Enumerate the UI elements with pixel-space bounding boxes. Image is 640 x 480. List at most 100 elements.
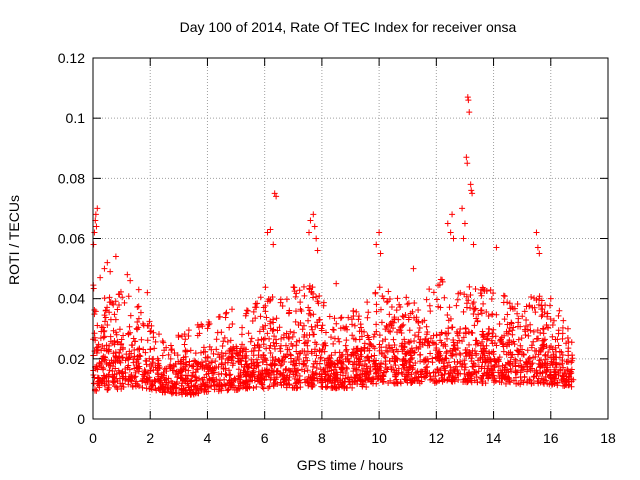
roti-point [418,373,425,380]
roti-point [201,374,208,381]
roti-point [207,383,214,390]
roti-point [508,320,515,327]
roti-point [286,346,293,353]
roti-peak-point [460,235,467,242]
roti-point [458,363,465,370]
roti-point [190,383,197,390]
roti-point [274,380,281,387]
roti-point [506,360,513,367]
roti-point [390,325,397,332]
roti-point [277,342,284,349]
roti-point [132,369,139,376]
roti-point [490,326,497,333]
roti-peak-point [466,109,473,116]
roti-point [454,332,461,339]
roti-point [533,372,540,379]
roti-point [296,372,303,379]
roti-peak-point [311,223,318,230]
roti-point [417,358,424,365]
roti-point [489,333,496,340]
roti-point [468,358,475,365]
roti-point [213,364,220,371]
roti-point [117,359,124,366]
x-tick-label: 8 [318,430,326,446]
x-tick-label: 12 [429,430,445,446]
roti-point [481,370,488,377]
roti-point [427,350,434,357]
roti-point [179,391,186,398]
roti-point [191,357,198,364]
roti-point [368,353,375,360]
roti-point [421,317,428,324]
roti-point [181,341,188,348]
roti-point [229,350,236,357]
roti-point [342,370,349,377]
roti-point [387,320,394,327]
roti-point [342,342,349,349]
roti-point [462,350,469,357]
roti-point [473,337,480,344]
roti-point [273,368,280,375]
roti-point [133,365,140,372]
roti-point [555,342,562,349]
roti-point [275,356,282,363]
roti-point [229,306,236,313]
roti-point [313,365,320,372]
roti-point [100,328,107,335]
roti-point [434,365,441,372]
roti-point [466,283,473,290]
roti-point [344,365,351,372]
roti-point [256,344,263,351]
roti-point [543,322,550,329]
roti-point [526,358,533,365]
roti-point [522,332,529,339]
roti-peak-point [447,229,454,236]
roti-peak-point [469,190,476,197]
roti-point [294,384,301,391]
roti-point [267,320,274,327]
roti-point [361,344,368,351]
roti-point [215,351,222,358]
roti-peak-point [376,229,383,236]
roti-point [383,322,390,329]
roti-point [393,371,400,378]
roti-point [483,336,490,343]
roti-point [373,308,380,315]
roti-peak-point [464,160,471,167]
roti-point [411,299,418,306]
roti-point [552,371,559,378]
y-tick-label: 0 [77,411,85,427]
roti-point [400,313,407,320]
roti-point [197,349,204,356]
roti-point [301,368,308,375]
roti-point [480,300,487,307]
roti-point [524,326,531,333]
roti-point [559,324,566,331]
roti-point [110,327,117,334]
roti-point [449,324,456,331]
x-tick-label: 6 [261,430,269,446]
roti-point [514,323,521,330]
roti-point [469,330,476,337]
roti-point [114,339,121,346]
roti-point [235,366,242,373]
roti-point [144,376,151,383]
roti-point [479,347,486,354]
roti-point [220,365,227,372]
roti-point [373,328,380,335]
roti-point [483,342,490,349]
roti-peak-point [124,271,131,278]
roti-peak-point [461,220,468,227]
roti-point [228,379,235,386]
roti-point [100,334,107,341]
roti-peak-point [313,235,320,242]
roti-point [512,369,519,376]
roti-point [368,376,375,383]
roti-point [107,299,114,306]
roti-point [293,338,300,345]
roti-point [407,375,414,382]
roti-point [269,294,276,301]
roti-point [389,355,396,362]
roti-point [439,276,446,283]
